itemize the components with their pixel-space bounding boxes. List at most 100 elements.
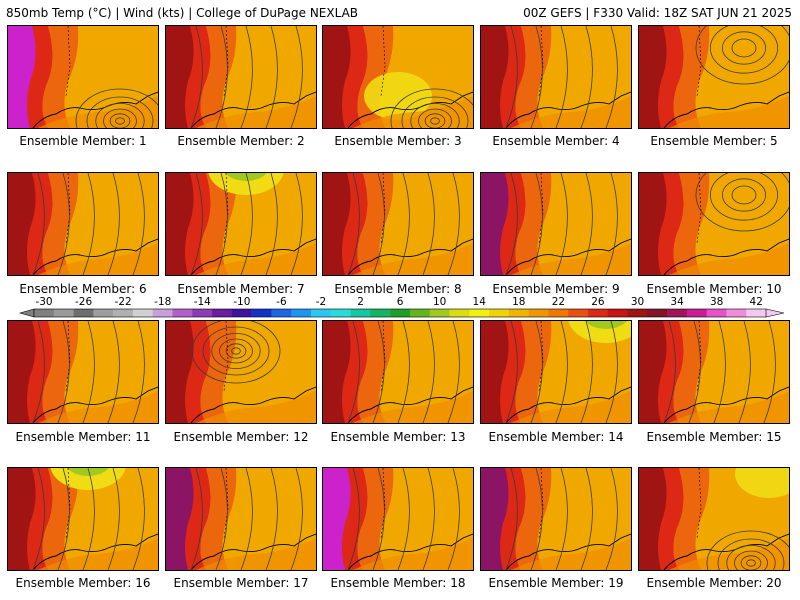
ensemble-member-label: Ensemble Member: 1 bbox=[19, 134, 147, 148]
chart-title: 850mb Temp (°C) | Wind (kts) | College o… bbox=[6, 6, 359, 20]
member-map-svg bbox=[481, 321, 631, 423]
ensemble-member-label: Ensemble Member: 8 bbox=[334, 282, 462, 296]
member-map-svg bbox=[166, 321, 316, 423]
gulf-coastline bbox=[663, 386, 789, 423]
border-line bbox=[538, 468, 544, 539]
member-map-svg bbox=[8, 321, 158, 423]
border-line bbox=[696, 321, 702, 392]
colorbar-swatch bbox=[647, 309, 668, 317]
colorbar-tick-label: 26 bbox=[591, 296, 605, 308]
ensemble-member-label: Ensemble Member: 12 bbox=[173, 430, 309, 444]
colorbar-swatch bbox=[231, 309, 252, 317]
gulf-coastline bbox=[663, 238, 789, 275]
gulf-coastline bbox=[505, 238, 631, 275]
colorbar-swatch bbox=[192, 309, 213, 317]
member-map-svg bbox=[323, 468, 473, 570]
gulf-coastline bbox=[190, 91, 316, 128]
colorbar-swatch bbox=[686, 309, 707, 317]
ensemble-member-map bbox=[480, 467, 632, 571]
ensemble-member-map bbox=[638, 320, 790, 424]
cool-air-region bbox=[208, 173, 284, 195]
colorbar-swatch bbox=[568, 309, 589, 317]
colorbar-swatch bbox=[469, 309, 490, 317]
member-map-svg bbox=[166, 26, 316, 128]
member-map-svg bbox=[639, 321, 789, 423]
border-line bbox=[696, 26, 702, 97]
colorbar-tick-label: -6 bbox=[276, 296, 287, 308]
colorbar-swatch bbox=[409, 309, 430, 317]
gulf-coastline bbox=[347, 533, 473, 570]
height-contours bbox=[390, 88, 473, 128]
gulf-coastline bbox=[32, 386, 158, 423]
colorbar-swatch bbox=[152, 309, 173, 317]
colorbar-swatch bbox=[132, 309, 154, 317]
colorbar-swatch bbox=[251, 309, 272, 317]
height-contours bbox=[505, 321, 618, 423]
colorbar-tick-label: 38 bbox=[710, 296, 723, 308]
colorbar-tick-label: 34 bbox=[670, 296, 684, 308]
height-contours bbox=[32, 321, 145, 423]
border-line bbox=[538, 173, 544, 244]
colorbar-tick-label: 42 bbox=[750, 296, 763, 308]
border-line bbox=[65, 26, 71, 97]
ensemble-member-label: Ensemble Member: 17 bbox=[173, 576, 309, 590]
member-map-svg bbox=[8, 468, 158, 570]
border-line bbox=[696, 468, 702, 539]
gulf-coastline bbox=[190, 386, 316, 423]
ensemble-member-map bbox=[638, 25, 790, 129]
colorbar-tick-label: -10 bbox=[233, 296, 250, 308]
gulf-coastline bbox=[347, 238, 473, 275]
colorbar-swatch bbox=[291, 309, 312, 317]
colorbar-swatch bbox=[34, 309, 55, 317]
ensemble-member-label: Ensemble Member: 11 bbox=[15, 430, 151, 444]
colorbar-swatch bbox=[548, 309, 569, 317]
colorbar-swatch bbox=[330, 309, 351, 317]
colorbar-swatch bbox=[667, 309, 688, 317]
ensemble-member-label: Ensemble Member: 4 bbox=[492, 134, 620, 148]
colorbar-swatch bbox=[53, 309, 74, 317]
height-contours bbox=[190, 468, 303, 570]
colorbar-swatch bbox=[706, 309, 727, 317]
ensemble-member-map bbox=[7, 320, 159, 424]
height-contours bbox=[190, 26, 303, 128]
border-line bbox=[380, 468, 386, 539]
ensemble-member-label: Ensemble Member: 16 bbox=[15, 576, 151, 590]
cool-air-region bbox=[364, 72, 432, 120]
colorbar-tick-label: -14 bbox=[194, 296, 211, 308]
member-map-svg bbox=[639, 26, 789, 128]
colorbar-swatch bbox=[93, 309, 114, 317]
member-map-svg bbox=[166, 173, 316, 275]
border-line bbox=[65, 321, 71, 392]
member-map-svg bbox=[481, 173, 631, 275]
colorbar-tick-label: -2 bbox=[316, 296, 326, 308]
height-contours bbox=[347, 173, 460, 275]
ensemble-member-label: Ensemble Member: 15 bbox=[646, 430, 782, 444]
gulf-coastline bbox=[505, 91, 631, 128]
border-line bbox=[380, 321, 386, 392]
gulf-coastline bbox=[32, 238, 158, 275]
colorbar-swatch bbox=[172, 309, 193, 317]
height-contours bbox=[75, 88, 158, 128]
ensemble-member-label: Ensemble Member: 2 bbox=[177, 134, 305, 148]
colorbar-swatch bbox=[489, 309, 510, 317]
colorbar-swatch bbox=[607, 309, 628, 317]
border-line bbox=[65, 468, 71, 539]
height-contours bbox=[505, 26, 618, 128]
border-line bbox=[223, 468, 229, 539]
colorbar-swatch bbox=[528, 309, 549, 317]
height-contours bbox=[32, 468, 145, 570]
ensemble-member-map bbox=[165, 320, 317, 424]
border-line bbox=[380, 173, 386, 244]
ensemble-member-map bbox=[165, 467, 317, 571]
ensemble-member-map bbox=[165, 25, 317, 129]
ensemble-member-label: Ensemble Member: 6 bbox=[19, 282, 147, 296]
height-contours bbox=[695, 173, 789, 232]
ensemble-member-map bbox=[638, 172, 790, 276]
colorbar-swatch bbox=[508, 309, 529, 317]
member-map-svg bbox=[481, 468, 631, 570]
member-map-svg bbox=[8, 26, 158, 128]
border-line bbox=[696, 173, 702, 244]
ensemble-member-label: Ensemble Member: 20 bbox=[646, 576, 782, 590]
colorbar-tick-label: 30 bbox=[631, 296, 644, 308]
colorbar-swatch bbox=[350, 309, 371, 317]
